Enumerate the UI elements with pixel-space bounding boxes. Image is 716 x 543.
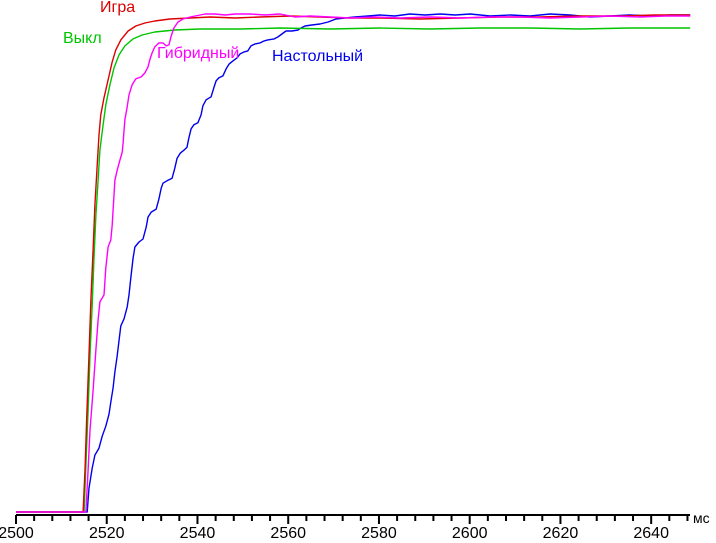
series-lines xyxy=(16,13,691,513)
series-label-game: Игра xyxy=(100,0,136,16)
series-label-desktop: Настольный xyxy=(272,48,364,65)
series-line-hybrid xyxy=(16,13,691,513)
x-axis-tick-label: 2580 xyxy=(361,525,397,542)
series-label-hybrid: Гибридный xyxy=(157,45,240,62)
x-axis-tick-label: 2620 xyxy=(543,525,579,542)
x-axis-tick-label: 2540 xyxy=(180,525,216,542)
x-axis-tick-label: 2560 xyxy=(270,525,306,542)
x-axis: 2500 2520 2540 2560 2580 2600 2620 2640 xyxy=(0,514,690,542)
series-line-desktop xyxy=(16,13,691,513)
x-axis-tick-label: 2640 xyxy=(633,525,669,542)
series-label-off: Выкл xyxy=(63,30,102,47)
x-axis-tick-label: 2500 xyxy=(0,525,34,542)
series-line-game xyxy=(16,14,691,513)
x-axis-tick-label: 2520 xyxy=(89,525,125,542)
x-axis-tick-label: 2600 xyxy=(452,525,488,542)
x-axis-unit-label: мс xyxy=(693,510,710,526)
series-line-off xyxy=(16,27,691,513)
